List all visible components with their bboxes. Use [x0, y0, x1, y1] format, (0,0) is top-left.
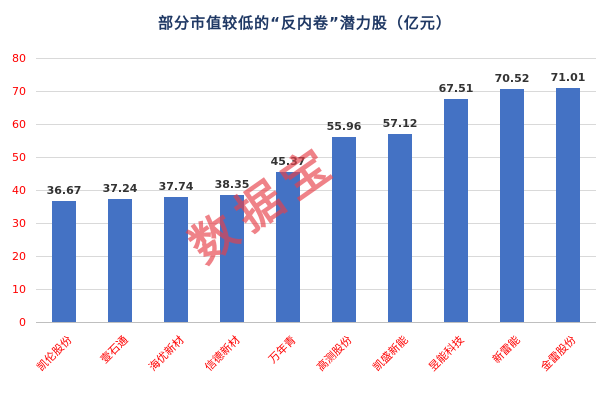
chart-title: 部分市值较低的“反内卷”潜力股（亿元）	[158, 14, 452, 32]
bar-value-label: 67.51	[438, 82, 474, 96]
plot-area: 36.67 37.24 37.74 38.35 45.37 55.96 57.12 67.51…	[36, 58, 596, 323]
gridline	[36, 256, 596, 257]
y-axis-tick-label: 50	[12, 151, 26, 164]
y-axis-tick-label: 0	[19, 316, 26, 329]
y-axis-tick-label: 10	[12, 283, 26, 296]
bar	[52, 201, 76, 322]
x-axis-tick-label: 凯盛新能	[370, 333, 411, 374]
y-axis: 0 10 20 30 40 50 60 70 80	[0, 52, 30, 329]
bar-value-label: 70.52	[494, 72, 530, 86]
gridline	[36, 223, 596, 224]
bar	[164, 197, 188, 322]
y-axis-tick-label: 60	[12, 118, 26, 131]
y-axis-tick-label: 70	[12, 85, 26, 98]
bar-value-label: 55.96	[326, 120, 362, 134]
x-axis-tick-label: 万年青	[266, 333, 299, 366]
gridline	[36, 190, 596, 191]
bar	[444, 99, 468, 322]
y-axis-tick-label: 80	[12, 52, 26, 65]
bar	[500, 89, 524, 322]
y-axis-tick-label: 40	[12, 184, 26, 197]
bar-value-label: 45.37	[270, 155, 306, 169]
gridline	[36, 322, 596, 323]
gridline	[36, 289, 596, 290]
bar-value-label: 37.74	[158, 180, 194, 194]
x-axis-tick-label: 新雷能	[490, 333, 523, 366]
bar	[276, 172, 300, 322]
x-axis-labels: 凯伦股份 壹石通 海优新材 信德新材 万年青 高测股份 凯盛新能 昱能科技 新雷能 金雷股份	[34, 330, 596, 406]
x-axis-tick-label: 凯伦股份	[34, 333, 75, 374]
gridline	[36, 157, 596, 158]
bar	[388, 133, 412, 322]
bar-value-label: 37.24	[102, 182, 138, 196]
bar-value-label: 36.67	[46, 183, 82, 197]
x-axis-tick-label: 信德新材	[202, 333, 243, 374]
bar-value-label: 38.35	[214, 178, 250, 192]
bar-value-label: 57.12	[382, 116, 418, 130]
bar	[556, 87, 580, 322]
y-axis-tick-label: 30	[12, 217, 26, 230]
bar	[108, 199, 132, 322]
bar	[220, 195, 244, 322]
gridline	[36, 91, 596, 92]
x-axis-tick-label: 高测股份	[314, 333, 355, 374]
bar-value-label: 71.01	[550, 70, 586, 84]
gridline	[36, 58, 596, 59]
x-axis-tick-label: 金雷股份	[538, 333, 579, 374]
bar	[332, 137, 356, 322]
x-axis-tick-label: 海优新材	[146, 333, 187, 374]
gridline	[36, 124, 596, 125]
x-axis-tick-label: 昱能科技	[426, 333, 467, 374]
x-axis-tick-label: 壹石通	[98, 333, 131, 366]
y-axis-tick-label: 20	[12, 250, 26, 263]
